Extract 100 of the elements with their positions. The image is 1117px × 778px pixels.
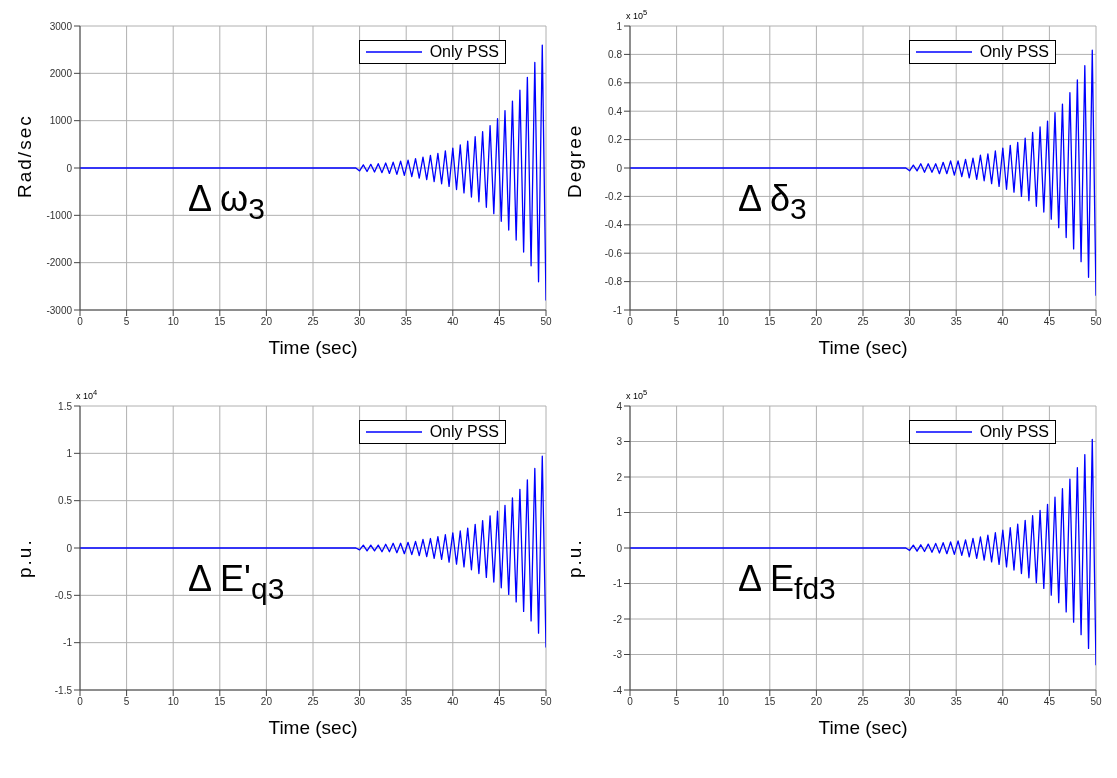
x-tick-label: 25 (307, 316, 319, 328)
y-tick-label: 2000 (49, 67, 73, 79)
x-tick-label: 20 (810, 316, 823, 328)
x-tick-label: 30 (354, 316, 366, 328)
legend-label: Only PSS (979, 43, 1049, 61)
x-tick-label: 25 (857, 696, 869, 708)
line-series (80, 44, 546, 302)
y-axis-title: Rad/sec (13, 114, 35, 198)
x-tick-label: 40 (997, 696, 1009, 708)
x-tick-label: 10 (717, 696, 730, 708)
y-tick-label: 0.2 (608, 134, 623, 146)
annotation: Δ ω$_{3}$ (188, 178, 265, 227)
line-series (630, 438, 1096, 666)
x-tick-label: 5 (673, 696, 680, 708)
y-tick-label: -2 (613, 613, 623, 625)
x-tick-label: 50 (540, 316, 552, 328)
x-axis-title: Time (sec) (268, 717, 358, 738)
x-tick-label: 40 (997, 316, 1009, 328)
x-tick-label: 35 (400, 316, 413, 328)
x-tick-label: 10 (717, 316, 730, 328)
y-tick-label: 0 (66, 162, 73, 174)
y-tick-label: 0.4 (608, 105, 623, 117)
y-tick-label: -4 (613, 684, 623, 696)
x-tick-label: 15 (214, 696, 226, 708)
x-tick-label: 35 (950, 696, 963, 708)
y-axis-title: Degree (563, 123, 585, 198)
y-tick-label: -0.4 (604, 219, 623, 231)
x-tick-label: 0 (627, 696, 634, 708)
x-tick-label: 10 (167, 316, 180, 328)
x-tick-label: 20 (260, 316, 273, 328)
x-tick-label: 30 (904, 316, 916, 328)
y-tick-label: 4 (616, 400, 623, 412)
x-tick-label: 35 (950, 316, 963, 328)
text: x 10$^{4}$ (76, 388, 98, 401)
x-tick-label: 45 (493, 316, 506, 328)
x-tick-label: 50 (540, 696, 552, 708)
y-tick-label: -1 (613, 578, 623, 590)
annotation: Δ E$_{fd3}$ (738, 558, 836, 607)
y-tick-label: 0 (66, 542, 73, 554)
x-tick-label: 5 (123, 696, 130, 708)
x-tick-label: 30 (904, 696, 916, 708)
y-tick-label: -1000 (46, 209, 73, 221)
y-tick-label: 3 (616, 436, 623, 448)
annotation: Δ E'$_{q3}$ (188, 558, 285, 607)
y-tick-label: -3000 (46, 304, 73, 316)
x-tick-label: 50 (1090, 696, 1102, 708)
x-tick-label: 45 (493, 696, 506, 708)
y-tick-label: 1.5 (58, 400, 73, 412)
text: x 10$^{5}$ (626, 8, 648, 21)
x-tick-label: 20 (810, 696, 823, 708)
x-tick-label: 15 (764, 316, 776, 328)
legend-label: Only PSS (429, 43, 499, 61)
y-tick-label: -2000 (46, 257, 73, 269)
y-tick-label: -0.6 (604, 247, 623, 259)
x-tick-label: 30 (354, 696, 366, 708)
y-tick-label: 1 (616, 20, 623, 32)
y-tick-label: 1 (616, 507, 623, 519)
y-tick-label: -0.5 (54, 589, 73, 601)
y-tick-label: -0.2 (604, 190, 623, 202)
annotation: Δ δ$_{3}$ (738, 178, 807, 227)
y-tick-label: 0.5 (58, 495, 73, 507)
x-axis-title: Time (sec) (818, 717, 908, 738)
text: x 10$^{5}$ (626, 388, 648, 401)
x-axis-title: Time (sec) (818, 337, 908, 358)
y-tick-label: 2 (616, 471, 623, 483)
x-tick-label: 40 (447, 696, 459, 708)
x-tick-label: 25 (307, 696, 319, 708)
y-tick-label: -1 (63, 637, 73, 649)
y-tick-label: -0.8 (604, 276, 623, 288)
y-tick-label: 3000 (49, 20, 73, 32)
y-axis-title: p.u. (13, 538, 35, 578)
x-tick-label: 20 (260, 696, 273, 708)
line-series (80, 455, 546, 649)
x-tick-label: 10 (167, 696, 180, 708)
y-tick-label: 0 (616, 162, 623, 174)
y-axis-title: p.u. (563, 538, 585, 578)
legend-label: Only PSS (429, 423, 499, 441)
x-tick-label: 15 (764, 696, 776, 708)
x-tick-label: 15 (214, 316, 226, 328)
x-tick-label: 0 (77, 696, 84, 708)
y-tick-label: -1 (613, 304, 623, 316)
x-tick-label: 0 (627, 316, 634, 328)
y-tick-label: -1.5 (54, 684, 73, 696)
x-tick-label: 35 (400, 696, 413, 708)
x-tick-label: 40 (447, 316, 459, 328)
x-tick-label: 45 (1043, 696, 1056, 708)
x-axis-title: Time (sec) (268, 337, 358, 358)
x-tick-label: 45 (1043, 316, 1056, 328)
y-tick-label: 0.6 (608, 77, 623, 89)
x-tick-label: 5 (123, 316, 130, 328)
x-tick-label: 25 (857, 316, 869, 328)
y-tick-label: 1000 (49, 115, 73, 127)
y-tick-label: -3 (613, 649, 623, 661)
legend-label: Only PSS (979, 423, 1049, 441)
x-tick-label: 50 (1090, 316, 1102, 328)
y-tick-label: 1 (66, 447, 73, 459)
y-tick-label: 0 (616, 542, 623, 554)
x-tick-label: 5 (673, 316, 680, 328)
y-tick-label: 0.8 (608, 48, 623, 60)
x-tick-label: 0 (77, 316, 84, 328)
